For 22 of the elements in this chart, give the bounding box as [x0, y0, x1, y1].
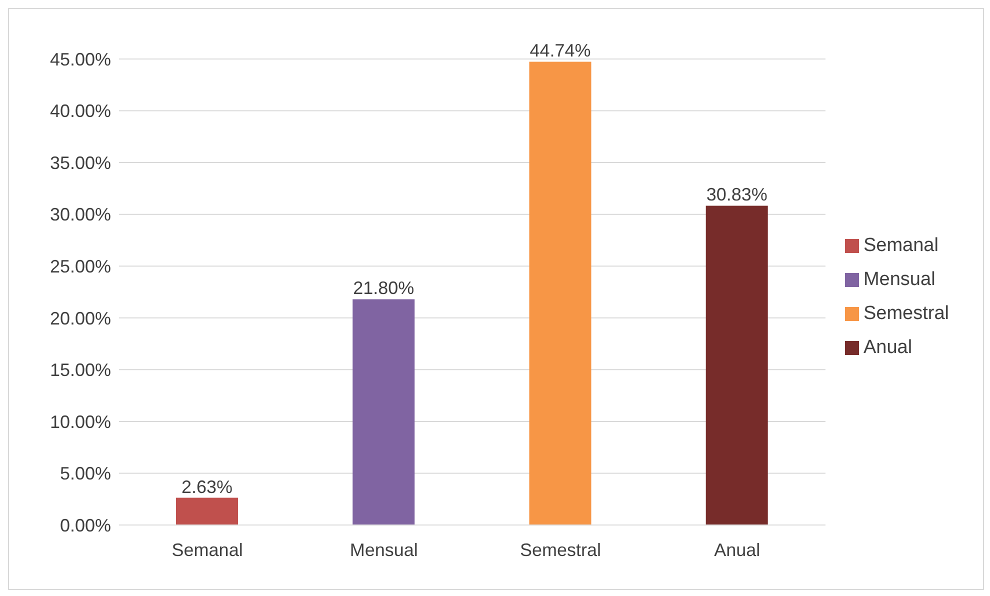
- y-tick-label: 0.00%: [60, 515, 111, 536]
- legend-label: Semanal: [863, 235, 938, 256]
- y-tick-label: 20.00%: [50, 308, 111, 328]
- x-tick-label: Semanal: [172, 540, 243, 560]
- x-tick-label: Semestral: [520, 540, 602, 560]
- y-tick-label: 10.00%: [50, 412, 111, 432]
- y-tick-label: 35.00%: [50, 152, 111, 173]
- y-tick-label: 30.00%: [50, 204, 111, 225]
- data-label: 2.63%: [181, 476, 233, 497]
- data-label: 21.80%: [353, 278, 414, 298]
- data-label: 30.83%: [706, 184, 768, 205]
- legend-label: Semestral: [863, 303, 949, 324]
- y-tick-label: 15.00%: [50, 360, 111, 380]
- y-tick-label: 40.00%: [50, 101, 111, 122]
- y-tick-label: 5.00%: [60, 464, 111, 484]
- x-tick-label: Mensual: [350, 540, 418, 560]
- data-label: 44.74%: [530, 40, 591, 61]
- x-tick-label: Anual: [714, 540, 760, 560]
- y-tick-label: 45.00%: [50, 49, 111, 70]
- legend-label: Mensual: [863, 269, 936, 290]
- legend-label: Anual: [863, 337, 912, 358]
- y-tick-label: 25.00%: [50, 256, 111, 276]
